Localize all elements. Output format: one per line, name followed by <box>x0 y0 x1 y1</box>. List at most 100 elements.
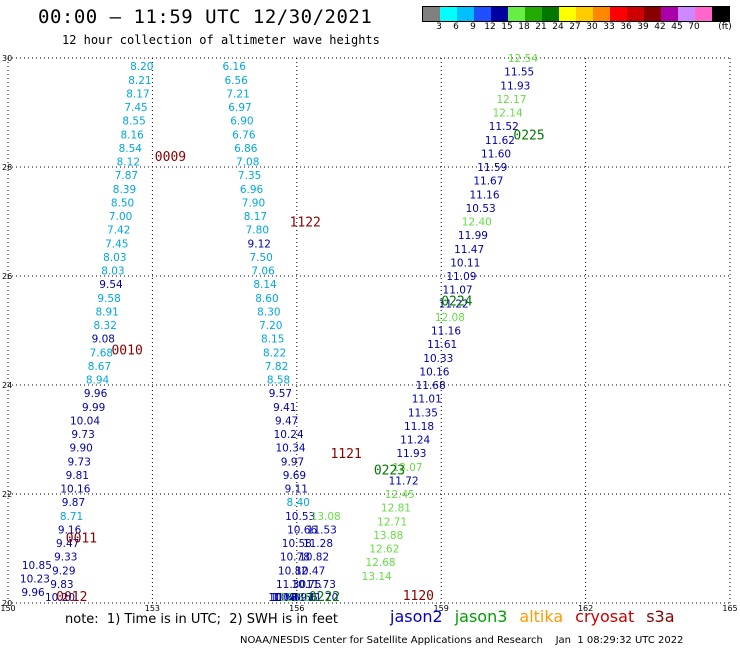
data-point-label: 8.14 <box>253 279 277 291</box>
data-point-label: 9.12 <box>248 238 271 250</box>
data-point-label: 6.86 <box>234 143 258 155</box>
color-scale-label: 9 <box>470 22 476 32</box>
color-scale-swatch <box>508 7 525 21</box>
data-point-label: 11.73 <box>306 579 336 591</box>
data-point-label: 7.80 <box>246 225 269 237</box>
data-point-label: 8.16 <box>120 129 144 141</box>
data-point-label: 10.78 <box>280 552 310 564</box>
data-point-label: 6.76 <box>232 129 256 141</box>
data-point-label: 10.56 <box>288 592 318 604</box>
data-point-label: 10.33 <box>423 353 453 365</box>
data-point-label: 7.06 <box>251 266 275 278</box>
data-point-label: 11.52 <box>489 121 519 133</box>
axis-tick-labels: 150 153 156 159 162 165 20 22 24 26 28 30 <box>0 54 737 613</box>
color-scale-label: 30 <box>586 22 598 32</box>
pass-labels: 0009 0010 0011 0012 1122 1121 1120 0225 0224 0223… <box>56 128 545 605</box>
data-point-label: 10.51 <box>272 592 302 604</box>
data-point-label: 10.85 <box>22 560 52 572</box>
data-point-label: 10.23 <box>20 573 50 585</box>
color-scale-swatch <box>661 7 678 21</box>
data-point-label: 12.68 <box>366 557 396 569</box>
data-point-label: 13.14 <box>362 571 392 583</box>
data-point-label: 11.62 <box>485 135 515 147</box>
data-point-label: 12.08 <box>435 312 465 324</box>
data-point-label: 7.87 <box>115 170 138 182</box>
data-point-label: 6.96 <box>240 184 264 196</box>
data-point-label: 9.47 <box>56 538 79 550</box>
y-tick-label: 20 <box>2 599 12 608</box>
data-point-label: 9.96 <box>21 587 45 599</box>
x-tick-label: 150 <box>0 604 15 613</box>
data-point-label: 8.58 <box>267 375 290 387</box>
footer-credit: NOAA/NESDIS Center for Satellite Applica… <box>240 635 684 646</box>
y-tick-label: 28 <box>2 163 12 172</box>
color-scale-label: 15 <box>501 22 513 32</box>
data-point-label: 8.94 <box>86 375 110 387</box>
data-point-label: 8.50 <box>111 197 134 209</box>
color-scale-label: (ft) <box>718 22 732 32</box>
color-scale-swatch <box>644 7 661 21</box>
color-scale-label: 33 <box>603 22 615 32</box>
data-point-label: 11.99 <box>458 230 488 242</box>
legend-item: jason2 <box>390 607 443 626</box>
data-point-label: 11.85 <box>270 592 300 604</box>
data-point-label: 8.15 <box>261 334 284 346</box>
data-point-label: 9.96 <box>84 388 108 400</box>
data-point-label: 7.50 <box>249 252 272 264</box>
data-point-label: 11.67 <box>473 176 503 188</box>
data-point-label: 13.07 <box>392 462 422 474</box>
data-point-label: 7.42 <box>107 225 130 237</box>
y-tick-label: 26 <box>2 272 12 281</box>
data-point-label: 11.68 <box>416 380 446 392</box>
pass-time-label: 0223 <box>374 463 405 478</box>
color-scale-bar <box>422 6 730 22</box>
data-point-label: 8.91 <box>95 306 118 318</box>
color-scale-label: 39 <box>637 22 649 32</box>
data-point-label: 13.08 <box>311 511 341 523</box>
color-scale-label: 12 <box>484 22 496 32</box>
data-point-label: 6.16 <box>223 61 247 73</box>
data-point-label: 10.04 <box>70 415 100 427</box>
color-scale-swatch <box>559 7 576 21</box>
pass-time-label: 0012 <box>56 590 87 605</box>
data-point-label: 8.12 <box>117 157 140 169</box>
chart-subtitle: 12 hour collection of altimeter wave hei… <box>62 33 380 47</box>
x-tick-label: 153 <box>145 604 160 613</box>
data-point-label: 9.47 <box>275 415 298 427</box>
color-scale-swatch <box>474 7 491 21</box>
color-scale-swatch <box>525 7 542 21</box>
data-point-label: 11.60 <box>481 148 511 160</box>
data-point-label: 10.97 <box>284 592 314 604</box>
color-scale-label: 18 <box>518 22 530 32</box>
data-point-label: 8.17 <box>126 88 149 100</box>
data-point-label: 8.60 <box>255 293 278 305</box>
color-scale-label: 42 <box>654 22 666 32</box>
data-point-label: 10.47 <box>295 565 325 577</box>
data-point-label: 12.54 <box>508 53 538 65</box>
color-scale-label: 21 <box>535 22 547 32</box>
x-tick-label: 162 <box>578 604 593 613</box>
data-point-label: 8.21 <box>128 75 151 87</box>
pass-time-label: 0010 <box>111 344 142 359</box>
data-point-label: 9.33 <box>54 552 77 564</box>
data-point-label: 8.20 <box>130 61 153 73</box>
data-points: 8.208.218.177.458.558.168.548.127.878.39… <box>20 53 538 604</box>
data-point-label: 11.72 <box>389 475 419 487</box>
pass-time-label: 1122 <box>290 216 321 231</box>
x-tick-label: 156 <box>289 604 304 613</box>
data-point-label: 8.03 <box>103 252 126 264</box>
color-scale-label: 70 <box>688 22 700 32</box>
data-point-label: 11.30 <box>276 579 306 591</box>
data-point-label: 11.53 <box>307 524 337 536</box>
data-point-label: 10.58 <box>282 538 312 550</box>
data-point-label: 7.08 <box>236 157 259 169</box>
legend-item: s3a <box>646 607 675 626</box>
data-point-label: 7.35 <box>238 170 261 182</box>
legend-item: altika <box>519 607 564 626</box>
data-point-label: 7.45 <box>105 238 128 250</box>
data-point-label: 9.97 <box>281 456 304 468</box>
data-point-label: 8.40 <box>287 497 310 509</box>
data-point-label: 10.38 <box>274 592 304 604</box>
color-scale-swatch <box>491 7 508 21</box>
data-point-label: 9.90 <box>69 443 92 455</box>
